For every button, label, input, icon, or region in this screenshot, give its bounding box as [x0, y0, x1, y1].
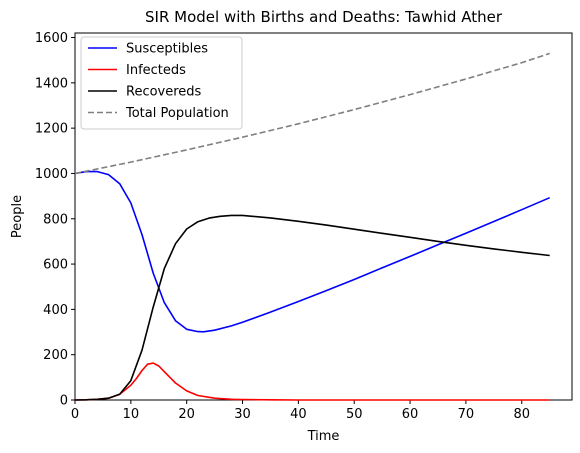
y-tick-label: 1600 — [35, 31, 68, 46]
x-tick-label: 10 — [123, 407, 140, 422]
y-tick-label: 1200 — [35, 122, 68, 137]
legend-label: Susceptibles — [126, 42, 208, 57]
x-tick-label: 70 — [458, 407, 475, 422]
y-axis: 0 200 400 600 800 1000 1200 1400 1600 — [35, 31, 75, 409]
y-tick-label: 600 — [43, 258, 68, 273]
chart-title: SIR Model with Births and Deaths: Tawhid… — [145, 8, 503, 26]
y-axis-label: People — [10, 195, 25, 238]
x-tick-label: 20 — [178, 407, 195, 422]
x-tick-label: 60 — [402, 407, 419, 422]
legend-label: Total Population — [125, 106, 229, 121]
y-tick-label: 1400 — [35, 76, 68, 91]
series-line-susceptibles — [74, 170, 551, 333]
x-axis-label: Time — [307, 429, 340, 444]
x-tick-label: 30 — [234, 407, 251, 422]
series-layer — [74, 52, 551, 401]
legend-box — [80, 36, 243, 130]
x-tick-label: 0 — [71, 407, 79, 422]
legend-label: Infecteds — [126, 63, 186, 78]
y-tick-label: 800 — [43, 212, 68, 227]
x-tick-label: 50 — [346, 407, 363, 422]
series-line-total-population — [74, 52, 550, 175]
x-axis: 0 10 20 30 40 50 60 70 80 — [71, 400, 530, 422]
legend: Susceptibles Infecteds Recovereds Total Pop… — [80, 36, 243, 130]
x-tick-label: 40 — [290, 407, 307, 422]
y-tick-label: 400 — [43, 303, 68, 318]
y-tick-label: 200 — [43, 348, 68, 363]
series-line-infecteds — [74, 362, 550, 401]
legend-label: Recovereds — [126, 85, 202, 100]
y-tick-label: 0 — [60, 394, 68, 409]
series-line-recovereds — [74, 214, 550, 401]
y-tick-label: 1000 — [35, 167, 68, 182]
x-tick-label: 80 — [513, 407, 530, 422]
